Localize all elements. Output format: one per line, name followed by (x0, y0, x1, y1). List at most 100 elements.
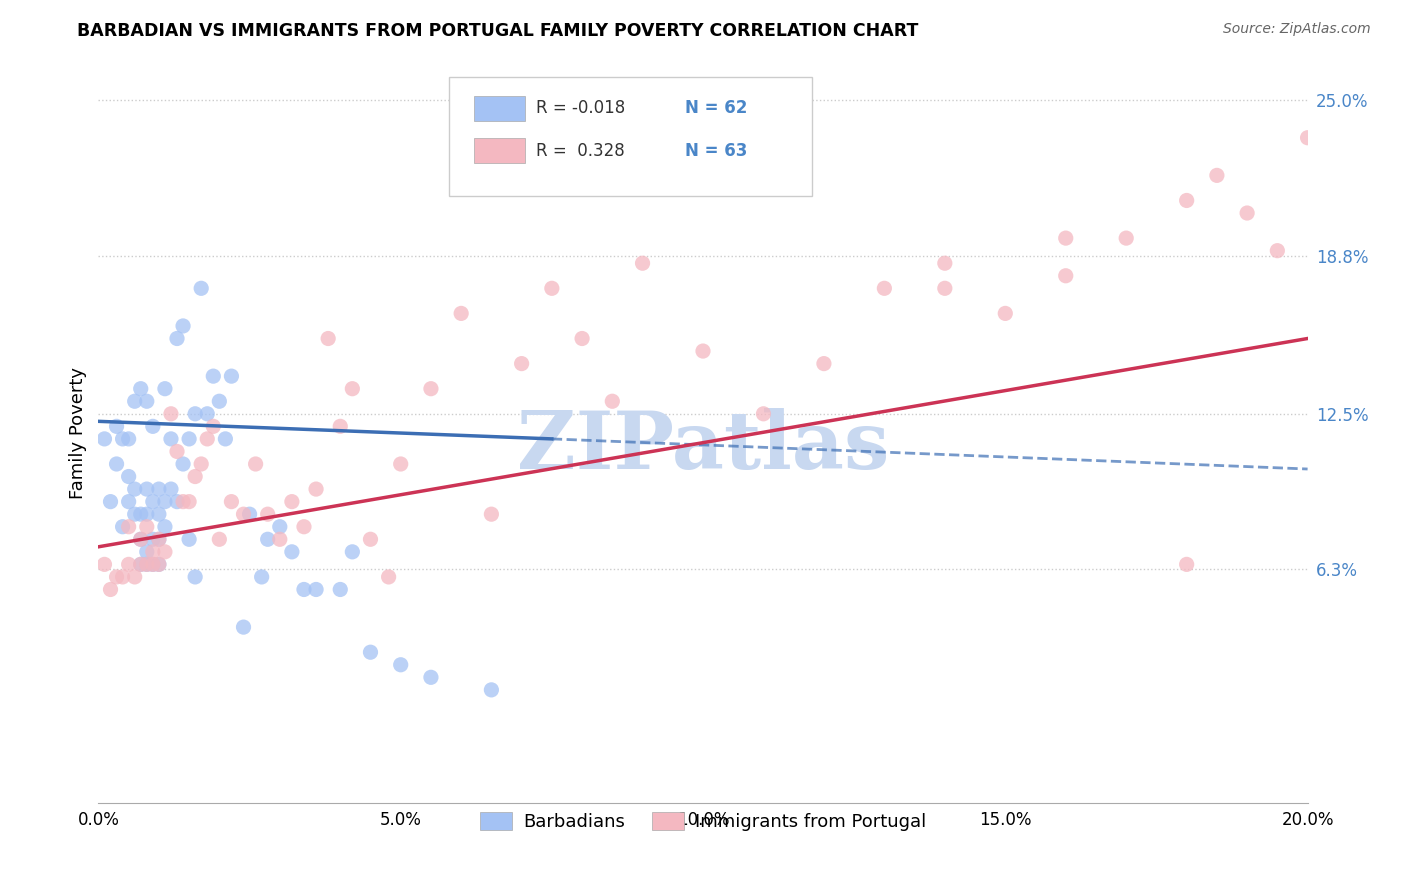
Point (184, 407, 207, 421)
Point (160, 482, 183, 496)
Point (316, 331, 339, 345)
Point (172, 457, 194, 471)
Point (148, 482, 170, 496)
Point (135, 545, 157, 559)
Text: R =  0.328: R = 0.328 (536, 142, 624, 160)
Point (631, 256, 654, 270)
Point (292, 520, 315, 534)
Text: R = -0.018: R = -0.018 (536, 99, 626, 118)
Point (389, 457, 412, 471)
Point (195, 432, 218, 446)
Point (100, 582, 122, 597)
Point (135, 520, 157, 534)
Point (142, 494, 165, 508)
Point (256, 507, 278, 521)
Point (214, 432, 236, 446)
Point (153, 382, 176, 396)
Point (142, 558, 165, 572)
Point (813, 357, 835, 371)
Point (420, 382, 443, 396)
Text: Source: ZipAtlas.com: Source: ZipAtlas.com (1223, 22, 1371, 37)
Point (118, 558, 141, 572)
Point (481, 682, 503, 697)
Point (153, 520, 176, 534)
Point (342, 545, 364, 559)
Point (190, 281, 212, 295)
Point (124, 394, 146, 409)
Point (129, 558, 152, 572)
Legend: Barbadians, Immigrants from Portugal: Barbadians, Immigrants from Portugal (472, 805, 934, 838)
Point (342, 382, 364, 396)
Point (232, 620, 254, 634)
Point (184, 469, 207, 483)
Point (420, 670, 443, 684)
Point (221, 369, 243, 384)
Point (105, 570, 128, 584)
Text: N = 63: N = 63 (685, 142, 747, 160)
Point (179, 533, 201, 547)
Point (305, 482, 328, 496)
Point (1267, 244, 1289, 258)
Point (305, 582, 328, 597)
Point (148, 558, 170, 572)
Point (111, 520, 134, 534)
Point (148, 558, 170, 572)
Point (602, 394, 624, 409)
Point (118, 520, 141, 534)
Point (148, 533, 170, 547)
Y-axis label: Family Poverty: Family Poverty (69, 367, 87, 499)
Point (571, 331, 593, 345)
FancyBboxPatch shape (474, 95, 526, 121)
Point (153, 545, 176, 559)
Point (148, 533, 170, 547)
Point (329, 582, 352, 597)
Point (1206, 169, 1229, 183)
Point (111, 570, 134, 584)
Point (221, 494, 243, 508)
Point (540, 281, 562, 295)
Point (93, 432, 115, 446)
Point (994, 306, 1017, 320)
Point (124, 507, 146, 521)
Point (195, 407, 218, 421)
Point (208, 394, 231, 409)
Point (202, 369, 225, 384)
FancyBboxPatch shape (449, 78, 811, 195)
Point (873, 281, 896, 295)
Point (129, 507, 152, 521)
Point (269, 520, 291, 534)
Point (389, 657, 412, 672)
Point (135, 558, 157, 572)
Point (172, 494, 194, 508)
Point (934, 256, 956, 270)
Point (142, 533, 165, 547)
Point (245, 457, 267, 471)
Point (100, 494, 122, 508)
Point (190, 457, 212, 471)
Text: BARBADIAN VS IMMIGRANTS FROM PORTUGAL FAMILY POVERTY CORRELATION CHART: BARBADIAN VS IMMIGRANTS FROM PORTUGAL FA… (77, 22, 918, 40)
Point (292, 582, 315, 597)
Point (1175, 194, 1198, 208)
Point (166, 331, 188, 345)
Point (142, 558, 165, 572)
Point (111, 432, 134, 446)
Point (208, 533, 231, 547)
Point (105, 419, 128, 434)
Text: N = 62: N = 62 (685, 99, 747, 118)
Point (124, 570, 146, 584)
Point (179, 432, 201, 446)
Point (510, 357, 533, 371)
Point (281, 494, 304, 508)
Point (135, 507, 157, 521)
Point (148, 507, 170, 521)
Point (1175, 558, 1198, 572)
FancyBboxPatch shape (474, 138, 526, 163)
Point (1115, 231, 1137, 245)
Point (118, 494, 141, 508)
Point (360, 533, 382, 547)
Point (269, 533, 291, 547)
Point (1236, 206, 1258, 220)
Point (160, 407, 183, 421)
Point (160, 432, 183, 446)
Point (179, 494, 201, 508)
